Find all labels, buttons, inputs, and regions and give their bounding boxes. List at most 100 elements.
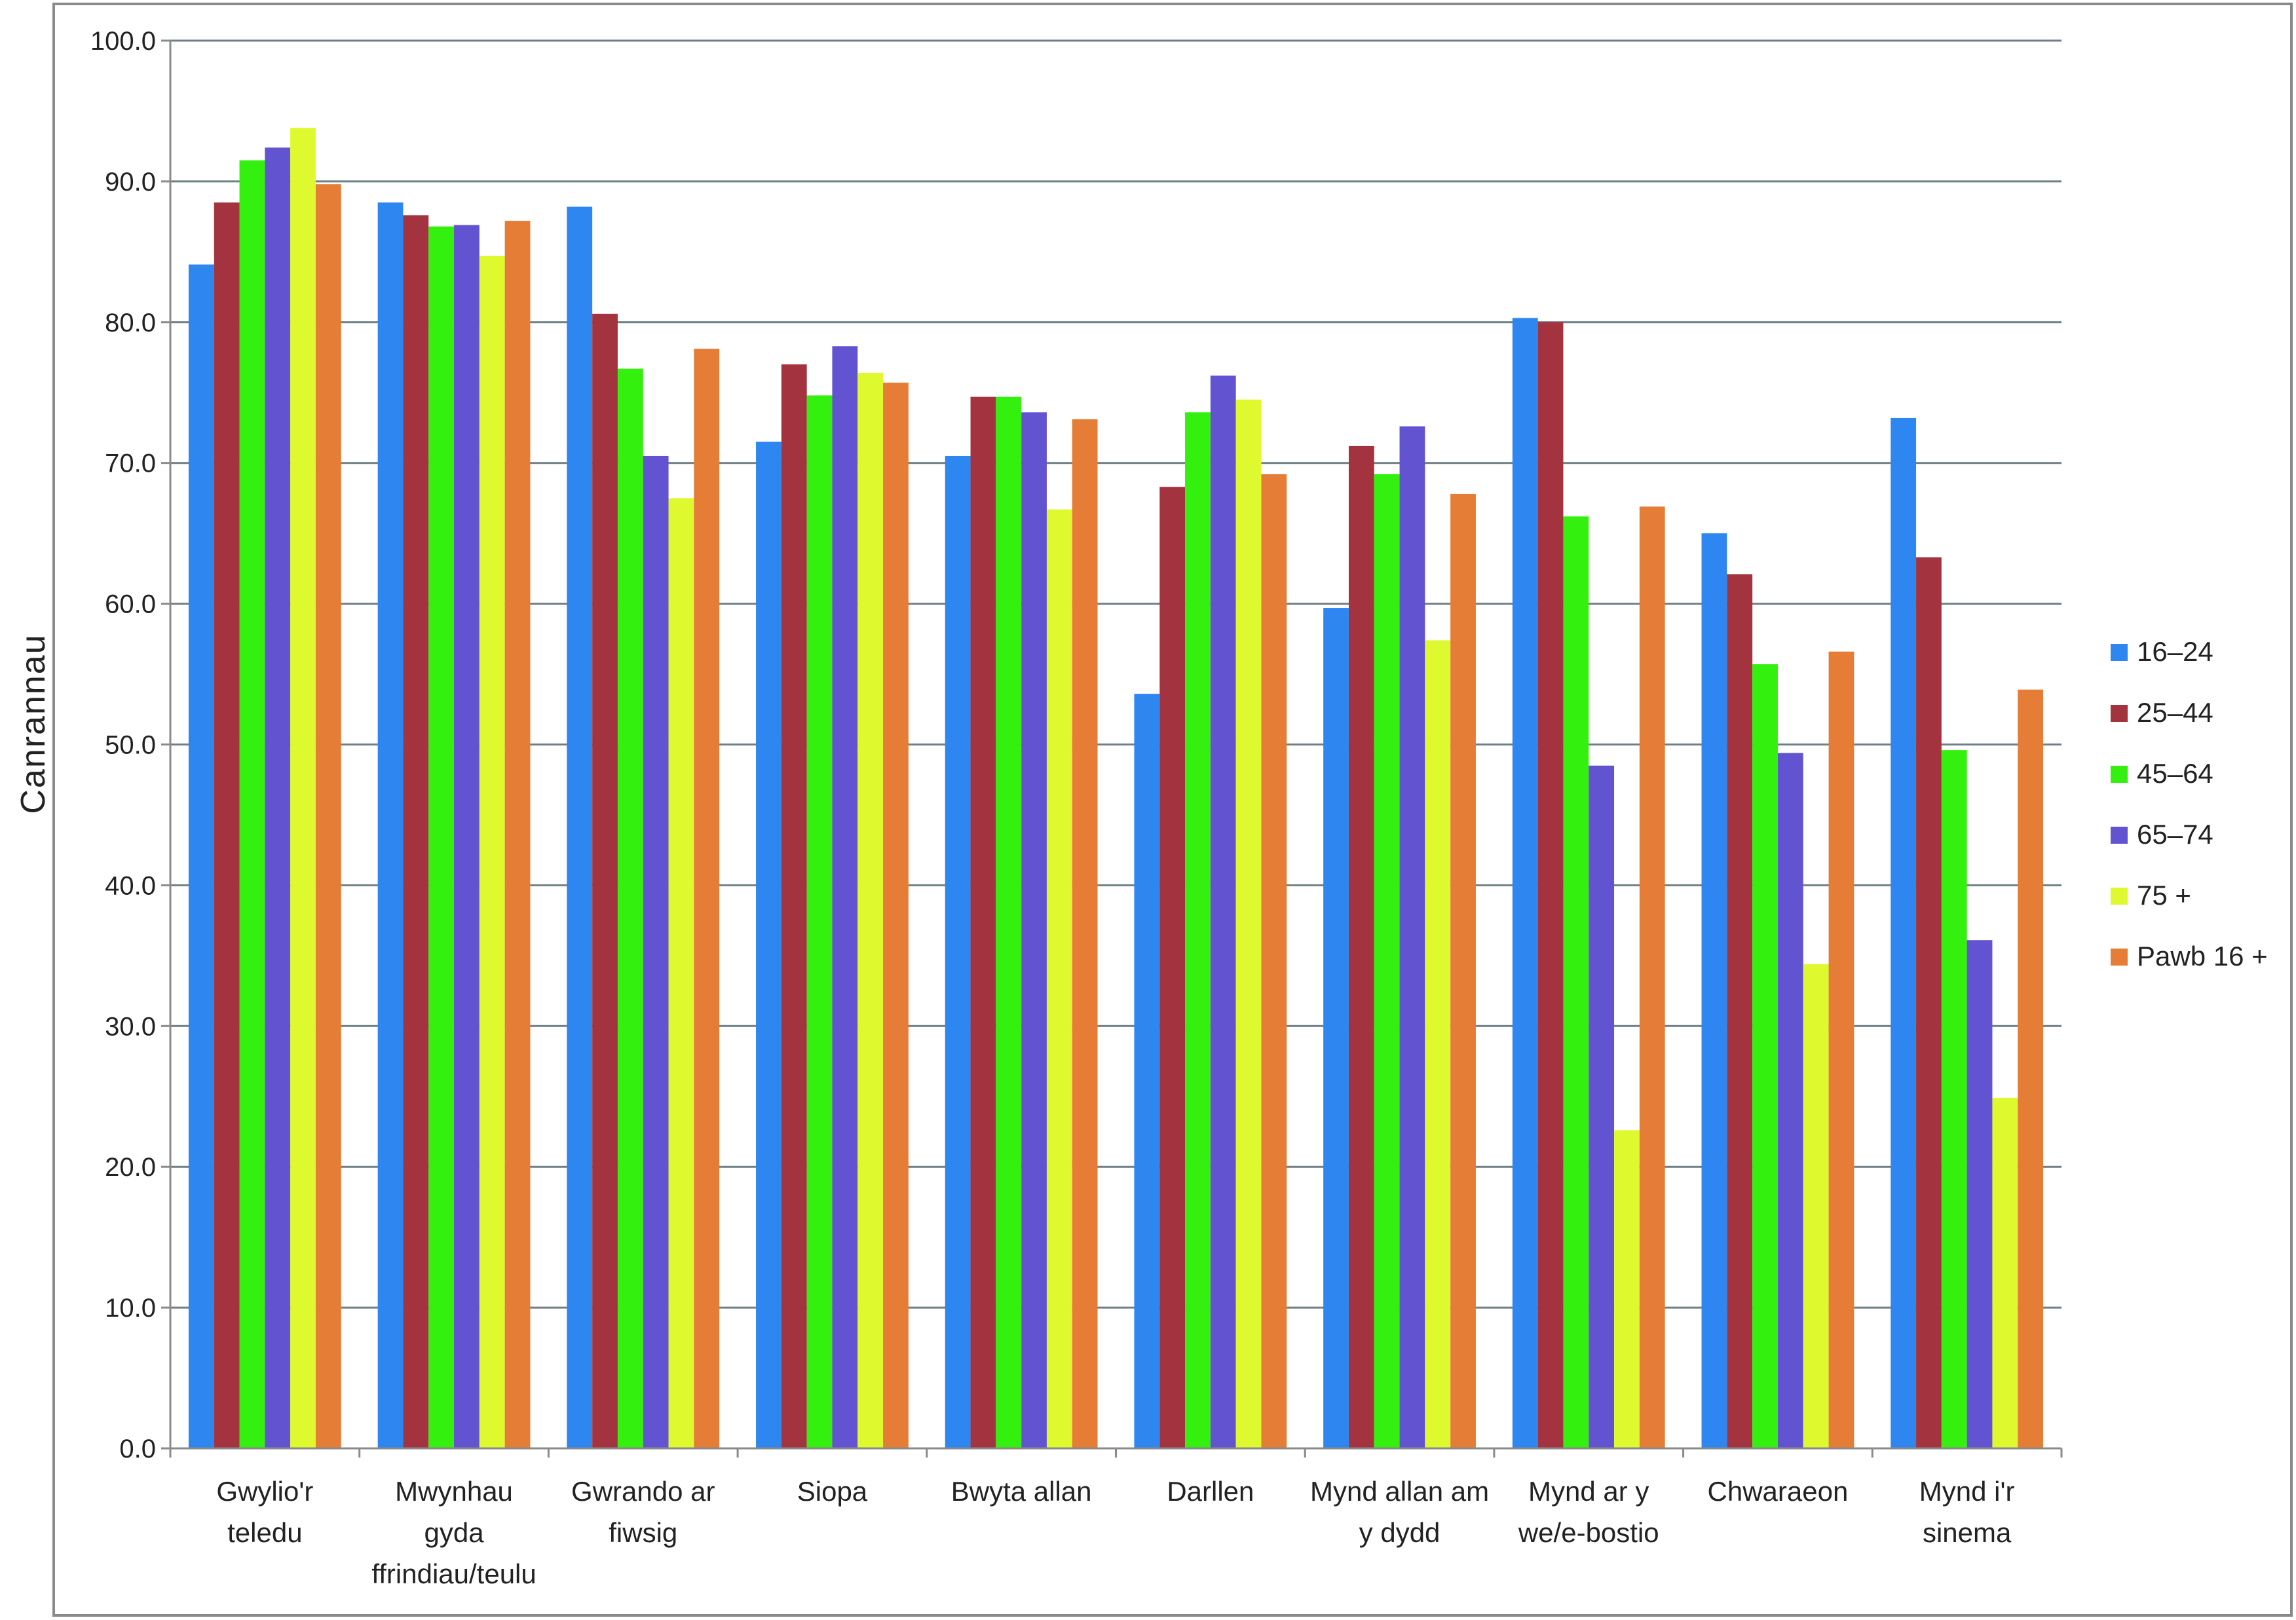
bar xyxy=(2018,689,2044,1448)
category-label: Siopa xyxy=(797,1476,868,1507)
y-tick-label: 60.0 xyxy=(105,590,156,619)
bar xyxy=(756,442,781,1448)
bar xyxy=(1752,664,1778,1448)
bar xyxy=(1727,574,1753,1449)
bar xyxy=(1450,493,1476,1448)
bar xyxy=(1777,753,1803,1448)
y-tick-label: 50.0 xyxy=(105,731,156,760)
bar xyxy=(970,396,996,1448)
bar xyxy=(239,160,265,1448)
y-tick-label: 40.0 xyxy=(105,871,156,900)
category-label: Gwrando ar xyxy=(571,1476,715,1507)
category-label: teledu xyxy=(227,1517,302,1548)
legend-label: 25–44 xyxy=(2137,697,2213,728)
legend-label: 75 + xyxy=(2137,880,2191,911)
category-label: Mynd i'r xyxy=(1919,1476,2015,1507)
y-tick-labels: 0.0 10.0 20.0 30.0 40.0 50.0 60.0 70.0 80.0 90.0 1… xyxy=(90,27,156,1463)
bar xyxy=(1803,964,1829,1448)
bar xyxy=(1941,750,1967,1448)
bar xyxy=(883,383,909,1448)
bar xyxy=(1399,426,1425,1449)
category-label: Chwaraeon xyxy=(1708,1476,1849,1507)
legend-label: Pawb 16 + xyxy=(2137,941,2268,971)
bar xyxy=(832,346,858,1448)
bar xyxy=(806,395,833,1448)
bar xyxy=(592,313,618,1448)
bar xyxy=(1512,318,1538,1448)
bar xyxy=(1072,419,1098,1448)
bar xyxy=(668,498,694,1448)
bar xyxy=(1210,375,1236,1449)
y-tick-label: 20.0 xyxy=(105,1153,156,1182)
bar xyxy=(1701,533,1727,1448)
bar xyxy=(1828,651,1854,1448)
category-label: Mynd allan am xyxy=(1310,1476,1489,1507)
category-label: sinema xyxy=(1923,1517,2012,1548)
bar xyxy=(290,128,316,1448)
bar xyxy=(1134,694,1160,1448)
bar xyxy=(1425,640,1451,1448)
bar xyxy=(694,348,720,1448)
bar xyxy=(1563,516,1589,1448)
bar xyxy=(567,206,593,1448)
category-label: gyda xyxy=(424,1517,485,1548)
bar xyxy=(1159,487,1186,1449)
bar xyxy=(188,264,214,1448)
y-tick-label: 0.0 xyxy=(119,1435,156,1463)
bar xyxy=(1992,1097,2018,1448)
bar xyxy=(996,396,1022,1448)
bar xyxy=(1185,412,1211,1449)
y-tick-label: 80.0 xyxy=(105,309,156,337)
bar xyxy=(1639,506,1665,1448)
category-label: Darllen xyxy=(1167,1476,1254,1507)
bar xyxy=(377,202,404,1448)
bar xyxy=(265,147,291,1449)
legend-label: 65–74 xyxy=(2137,819,2213,850)
y-tick-label: 90.0 xyxy=(105,168,156,197)
y-tick-label: 10.0 xyxy=(105,1294,156,1323)
legend: 16–24 25–44 45–64 65–74 75 + Pawb 16 + xyxy=(2111,636,2268,971)
bar xyxy=(1589,765,1615,1448)
category-label: Bwyta allan xyxy=(951,1476,1092,1507)
bar xyxy=(479,255,505,1448)
bar xyxy=(1323,608,1349,1448)
legend-label: 45–64 xyxy=(2137,758,2213,789)
bar xyxy=(1046,509,1072,1449)
bar xyxy=(1614,1130,1640,1448)
bar xyxy=(214,202,240,1448)
category-label: Gwylio'r xyxy=(216,1476,313,1507)
bar xyxy=(857,373,884,1448)
legend-swatch xyxy=(2111,827,2128,844)
legend-label: 16–24 xyxy=(2137,636,2213,667)
bar xyxy=(1537,322,1564,1448)
bar xyxy=(1916,557,1942,1448)
bars xyxy=(188,128,2044,1449)
legend-swatch xyxy=(2111,949,2128,966)
legend-swatch xyxy=(2111,644,2128,661)
bar xyxy=(454,225,480,1448)
legend-swatch xyxy=(2111,888,2128,905)
category-labels: Gwylio'r teledu Mwynhau gyda ffrindiau/teulu… xyxy=(216,1476,2014,1589)
category-label: fiwsig xyxy=(609,1517,677,1548)
bar xyxy=(643,455,669,1448)
bar xyxy=(1261,474,1287,1448)
legend-swatch xyxy=(2111,766,2128,783)
bar xyxy=(945,455,971,1448)
bar xyxy=(1967,940,1993,1448)
bar xyxy=(428,226,455,1449)
y-tick-label: 30.0 xyxy=(105,1012,156,1041)
bar xyxy=(504,221,531,1448)
axes xyxy=(161,39,2063,1458)
category-label: y dydd xyxy=(1359,1517,1440,1548)
bar xyxy=(403,215,429,1448)
bar xyxy=(1348,445,1374,1448)
bar xyxy=(315,184,341,1448)
category-label: Mynd ar y xyxy=(1528,1476,1649,1507)
bar xyxy=(1021,412,1047,1449)
bar xyxy=(1235,399,1262,1448)
bar xyxy=(781,364,807,1448)
bar xyxy=(617,368,643,1448)
bar xyxy=(1891,417,1917,1448)
y-tick-label: 100.0 xyxy=(90,27,156,56)
